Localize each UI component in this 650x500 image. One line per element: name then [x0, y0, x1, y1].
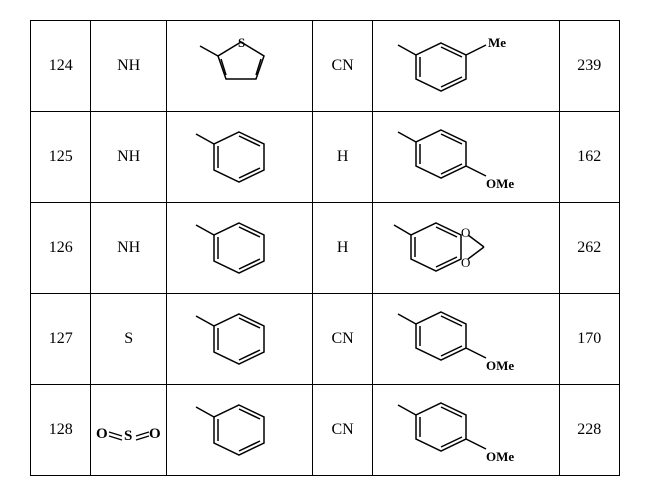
- svg-text:Me: Me: [488, 35, 506, 50]
- cell-sub: CN: [312, 21, 372, 112]
- cell-struct-b: OMe: [373, 385, 559, 476]
- cell-sub: H: [312, 203, 372, 294]
- cell-struct-b: Me: [373, 21, 559, 112]
- cell-linker: NH: [91, 21, 167, 112]
- cell-sub: CN: [312, 294, 372, 385]
- cell-linker: O S O: [91, 385, 167, 476]
- cell-struct-b: OMe: [373, 294, 559, 385]
- svg-text:O: O: [461, 255, 470, 270]
- svg-text:OMe: OMe: [486, 176, 514, 191]
- cell-struct-b: OMe: [373, 112, 559, 203]
- svg-text:O: O: [96, 426, 108, 442]
- cell-linker: S: [91, 294, 167, 385]
- cell-val: 170: [559, 294, 619, 385]
- svg-text:S: S: [238, 35, 245, 50]
- chem-table: 124 NH S CN Me 239 125 NH H: [30, 20, 620, 476]
- cell-sub: H: [312, 112, 372, 203]
- svg-text:S: S: [124, 428, 132, 444]
- cell-id: 127: [31, 294, 91, 385]
- cell-val: 262: [559, 203, 619, 294]
- cell-val: 162: [559, 112, 619, 203]
- table-row: 127 S CN OMe 170: [31, 294, 620, 385]
- svg-text:O: O: [461, 225, 470, 240]
- cell-struct-a: [166, 294, 312, 385]
- cell-struct-a: S: [166, 21, 312, 112]
- cell-id: 128: [31, 385, 91, 476]
- cell-struct-b: O O: [373, 203, 559, 294]
- svg-text:OMe: OMe: [486, 358, 514, 373]
- table-row: 124 NH S CN Me 239: [31, 21, 620, 112]
- cell-val: 228: [559, 385, 619, 476]
- svg-text:O: O: [149, 426, 161, 442]
- cell-id: 126: [31, 203, 91, 294]
- cell-sub: CN: [312, 385, 372, 476]
- cell-val: 239: [559, 21, 619, 112]
- cell-struct-a: [166, 112, 312, 203]
- table-row: 128 O S O CN OMe 228: [31, 385, 620, 476]
- cell-id: 124: [31, 21, 91, 112]
- table-row: 126 NH H O O 262: [31, 203, 620, 294]
- svg-text:OMe: OMe: [486, 449, 514, 464]
- cell-id: 125: [31, 112, 91, 203]
- table-row: 125 NH H OMe 162: [31, 112, 620, 203]
- cell-struct-a: [166, 203, 312, 294]
- cell-linker: NH: [91, 112, 167, 203]
- cell-struct-a: [166, 385, 312, 476]
- cell-linker: NH: [91, 203, 167, 294]
